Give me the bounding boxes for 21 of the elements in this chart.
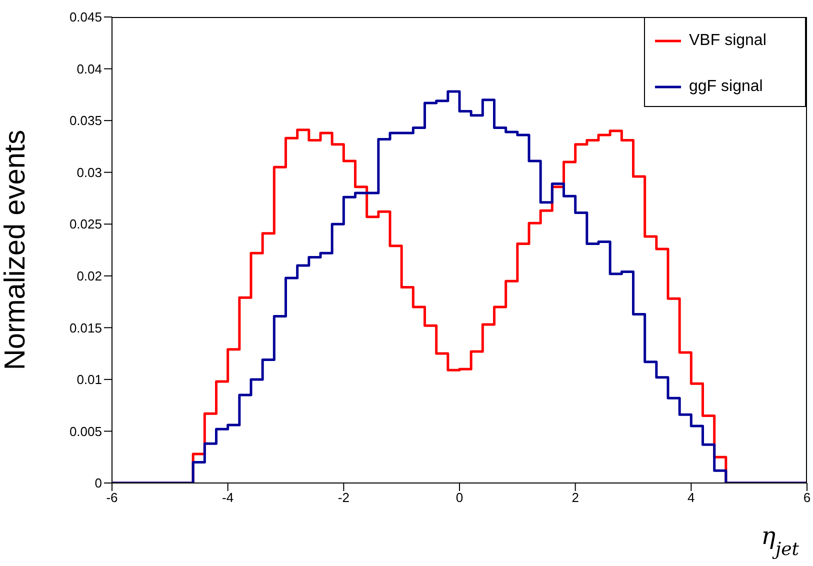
y-tick-label: 0.035 [69,113,102,128]
x-tick-label: -4 [222,490,234,506]
y-tick-label: 0.045 [69,10,102,25]
y-tick-label: 0.015 [69,320,102,336]
x-tick-label: 4 [688,490,695,506]
y-tick-label: 0.005 [69,424,102,439]
y-tick-label: 0 [94,476,102,491]
x-tick-label: -2 [338,490,350,506]
y-tick-label: 0.025 [69,216,102,232]
y-axis-title: Normalized events [0,130,32,370]
y-tick-label: 0.02 [76,268,102,284]
legend-label: VBF signal [689,32,766,50]
y-tick-label: 0.03 [76,164,102,180]
x-tick-label: 6 [803,490,811,506]
y-tick-label: 0.04 [76,61,102,76]
x-tick-label: 0 [456,490,464,506]
x-tick-label: 2 [572,490,579,506]
y-tick-label: 0.01 [76,372,102,388]
x-axis-title: η$_{jet}$ [761,522,800,560]
x-tick-label: -6 [106,490,118,506]
legend-label: ggF signal [689,78,763,96]
